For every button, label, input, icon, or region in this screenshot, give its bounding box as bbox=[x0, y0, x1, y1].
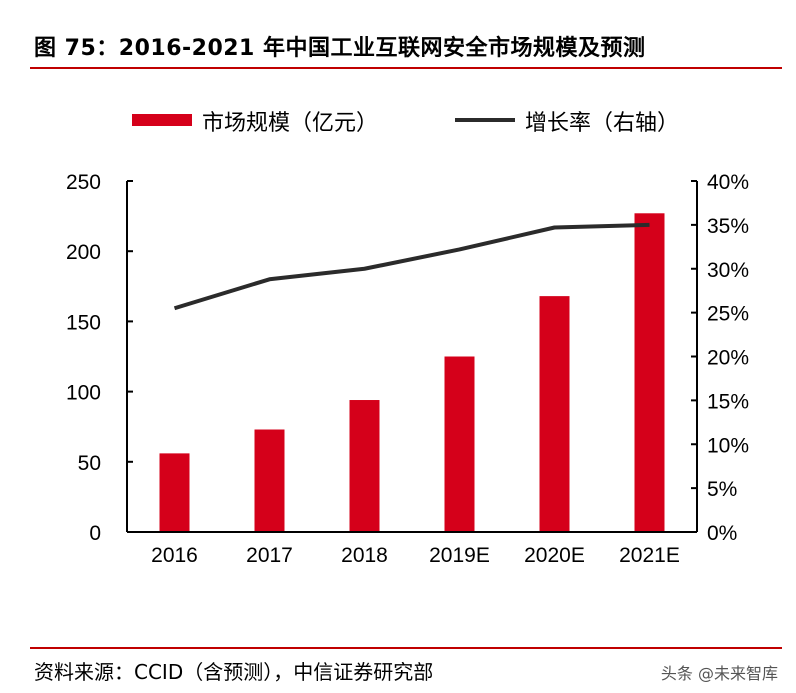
x-tick-label: 2017 bbox=[246, 544, 293, 567]
legend-line-label: 增长率（右轴） bbox=[525, 110, 679, 135]
watermark: 头条 @未来智库 bbox=[660, 664, 778, 683]
x-tick-label: 2021E bbox=[619, 544, 680, 567]
left-tick-label: 250 bbox=[66, 171, 101, 194]
right-tick-label: 10% bbox=[707, 434, 749, 457]
bar-2016 bbox=[159, 453, 190, 532]
x-tick-label: 2016 bbox=[151, 544, 198, 567]
legend-bar-label: 市场规模（亿元） bbox=[202, 110, 378, 135]
left-tick-label: 50 bbox=[78, 452, 101, 475]
left-tick-label: 200 bbox=[66, 241, 101, 264]
right-tick-label: 25% bbox=[707, 303, 749, 326]
left-tick-label: 150 bbox=[66, 311, 101, 334]
x-tick-label: 2019E bbox=[429, 544, 490, 567]
legend-bar-swatch bbox=[132, 114, 192, 126]
growth-rate-line bbox=[173, 222, 650, 311]
right-tick-label: 0% bbox=[707, 522, 737, 545]
left-tick-label: 0 bbox=[89, 522, 101, 545]
bar-2021E bbox=[634, 213, 665, 533]
x-tick-label: 2018 bbox=[341, 544, 388, 567]
bar-2019E bbox=[444, 356, 475, 532]
bar-2017 bbox=[254, 429, 285, 532]
right-tick-label: 20% bbox=[707, 347, 749, 370]
figure-title: 图 75：2016-2021 年中国工业互联网安全市场规模及预测 bbox=[34, 36, 646, 61]
title-rule bbox=[30, 67, 782, 69]
right-tick-label: 30% bbox=[707, 259, 749, 282]
bar-2018 bbox=[349, 400, 380, 532]
source-note: 资料来源：CCID（含预测），中信证券研究部 bbox=[34, 660, 434, 684]
left-tick-label: 100 bbox=[66, 382, 101, 405]
right-tick-label: 35% bbox=[707, 215, 749, 238]
bar-2020E bbox=[539, 296, 570, 532]
right-tick-label: 15% bbox=[707, 390, 749, 413]
x-tick-label: 2020E bbox=[524, 544, 585, 567]
right-tick-label: 5% bbox=[707, 478, 737, 501]
footer-rule bbox=[30, 647, 782, 649]
right-tick-label: 40% bbox=[707, 171, 749, 194]
